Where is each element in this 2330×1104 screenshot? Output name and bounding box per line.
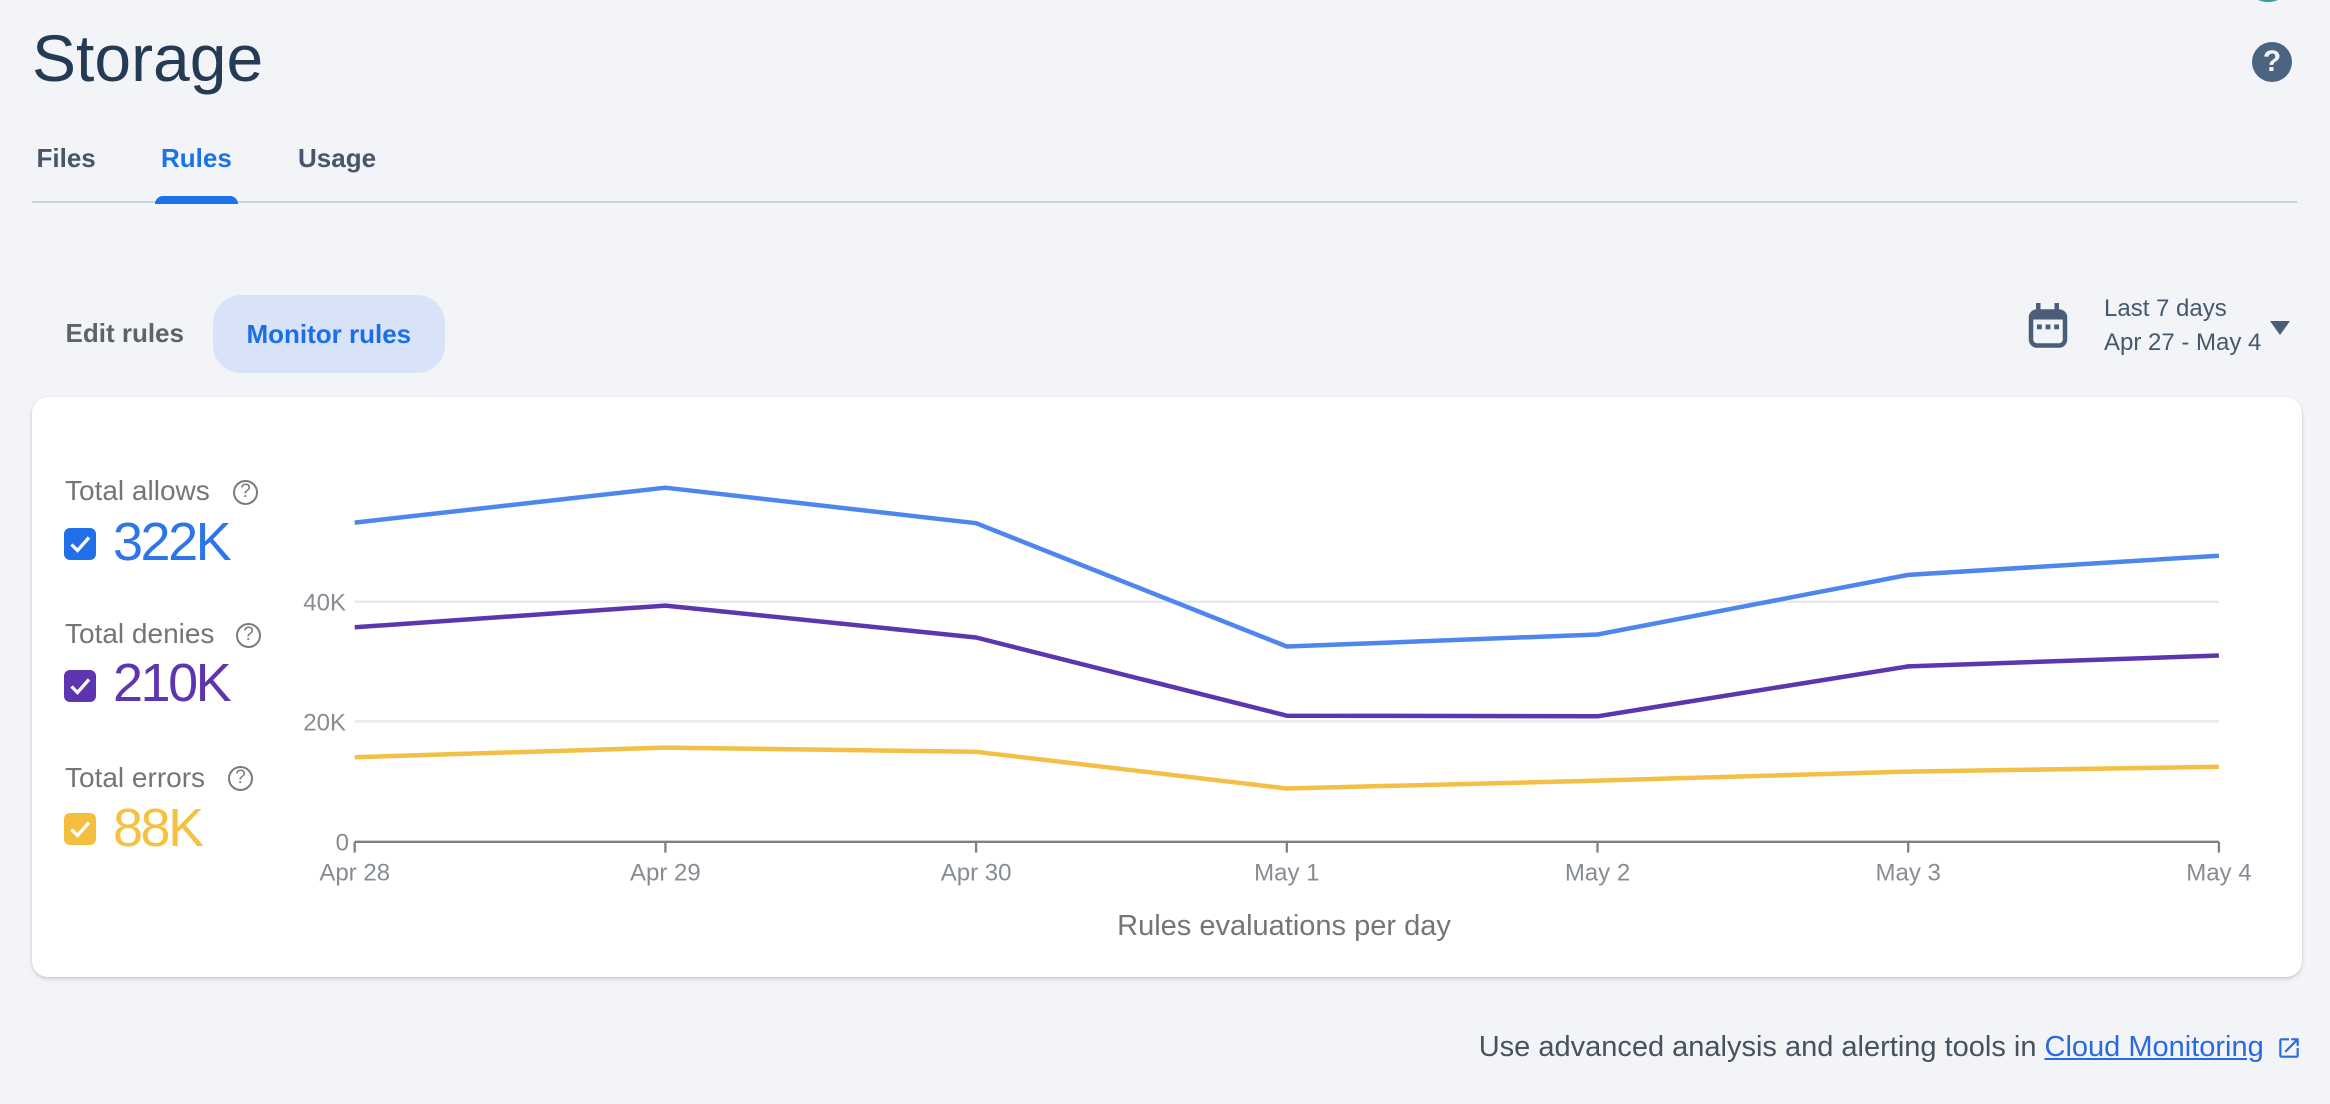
svg-text:Apr 30: Apr 30: [941, 860, 1012, 887]
svg-text:May 2: May 2: [1565, 860, 1630, 887]
svg-text:40K: 40K: [303, 590, 346, 617]
svg-text:May 4: May 4: [2186, 860, 2251, 887]
svg-text:May 3: May 3: [1876, 860, 1941, 887]
svg-text:Rules evaluations per day: Rules evaluations per day: [1117, 910, 1451, 942]
svg-text:Apr 28: Apr 28: [319, 860, 390, 887]
svg-text:Apr 29: Apr 29: [630, 860, 701, 887]
svg-text:0: 0: [336, 829, 349, 856]
svg-text:20K: 20K: [303, 709, 346, 736]
svg-text:May 1: May 1: [1254, 860, 1319, 887]
